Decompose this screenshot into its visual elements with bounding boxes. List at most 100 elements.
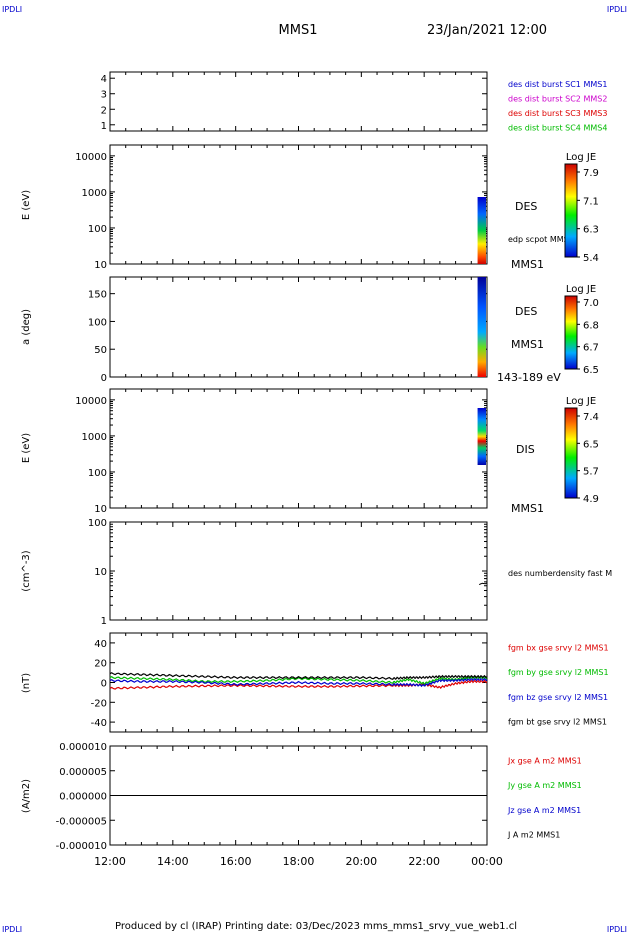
series-line: [109, 672, 488, 680]
colorbar: [564, 163, 578, 258]
y-tick-label: 50: [94, 345, 107, 356]
colorbar-tick-label: 7.1: [583, 196, 599, 207]
spacecraft-label: MMS1: [511, 502, 544, 515]
y-axis-label: a (deg): [21, 309, 32, 345]
instrument-label: DES: [515, 200, 537, 213]
legend-entry: fgm bz gse srvy l2 MMS1: [508, 693, 608, 702]
y-tick-label: 20: [94, 659, 107, 670]
y-tick-label: 0: [101, 679, 107, 690]
y-tick-label: -0.000005: [56, 816, 107, 827]
spectrogram-data: [477, 277, 486, 377]
corner-label-tr: IPDLI: [607, 5, 627, 14]
y-tick-label: 1: [101, 616, 107, 627]
series-line: [109, 675, 488, 685]
time-axis: 12:00 14:00 16:00 18:00 20:00 22:00 00:00: [94, 855, 503, 868]
spacecraft-label: MMS1: [511, 338, 544, 351]
y-tick-label: 0.000005: [59, 767, 107, 778]
colorbar-tick-label: 7.4: [583, 412, 599, 423]
series-line: [109, 679, 488, 690]
y-axis-label: E (eV): [21, 433, 32, 463]
panel-frame: [109, 276, 488, 378]
legend-entry: des dist burst SC1 MMS1: [508, 80, 607, 89]
y-tick-label: 150: [88, 290, 107, 301]
y-tick-label: 100: [88, 518, 107, 529]
y-tick-label: 1: [101, 121, 107, 132]
instrument-label: DES: [515, 305, 537, 318]
y-tick-label: 10000: [75, 396, 107, 407]
colorbar-title: Log JE: [566, 396, 596, 407]
instrument-label: DIS: [516, 443, 535, 456]
legend-entry: J A m2 MMS1: [507, 831, 560, 840]
panel-burst: 1 2 3 4 des dist burst SC1 MMS1 des dist burs…: [101, 71, 607, 133]
y-tick-label: 10: [94, 567, 107, 578]
spectrogram-data: [477, 197, 486, 264]
y-tick-label: 100: [88, 468, 107, 479]
y-axis-label: (nT): [21, 673, 32, 693]
time-tick-label: 12:00: [94, 855, 126, 868]
energy-range-label: 143-189 eV: [497, 371, 561, 384]
y-tick-label: 1000: [82, 188, 107, 199]
colorbar-tick-label: 7.9: [583, 168, 599, 179]
y-axis-label: (A/m2): [21, 779, 32, 813]
colorbar-title: Log JE: [566, 152, 596, 163]
y-tick-label: -0.000010: [56, 841, 107, 852]
panels: 1 2 3 4 des dist burst SC1 MMS1 des dist burs…: [21, 71, 612, 852]
colorbar-tick-label: 5.7: [583, 467, 599, 478]
colorbar-tick-label: 6.8: [583, 320, 599, 331]
colorbar-tick-label: 6.7: [583, 343, 599, 354]
panel-current: -0.000010 -0.000005 0.000000 0.000005 0.0000…: [21, 742, 582, 852]
panel-dis_energy: 10 100 1000 10000 E (eV) DIS MMS1 Log JE 7.4 6.5 5…: [21, 388, 599, 515]
y-tick-label: -40: [91, 718, 107, 729]
colorbar-tick-label: 7.0: [583, 298, 599, 309]
spectrogram-data: [477, 408, 486, 465]
legend-entry: Jx gse A m2 MMS1: [507, 756, 582, 765]
y-tick-label: 4: [101, 74, 107, 85]
panel-density: 1 10 100 (cm^-3) des numberdensity fast M: [21, 518, 612, 627]
y-tick-label: 100: [88, 317, 107, 328]
colorbar-tick-label: 6.5: [583, 439, 599, 450]
time-tick-label: 16:00: [220, 855, 252, 868]
time-tick-label: 00:00: [471, 855, 503, 868]
panel-des_energy: 10 100 1000 10000 E (eV) DES edp scpot MMS1 MMS…: [21, 144, 599, 271]
y-tick-label: 2: [101, 105, 107, 116]
panel-des_pitch: 0 50 100 150 a (deg) DES MMS1 143-189 eV Log JE 7…: [21, 276, 599, 384]
y-tick-label: 10: [94, 260, 107, 271]
y-tick-label: 1000: [82, 432, 107, 443]
panel-frame: [109, 521, 488, 621]
spacecraft-label: MMS1: [511, 258, 544, 271]
series-line: [109, 677, 488, 688]
legend-entry: fgm bx gse srvy l2 MMS1: [508, 643, 609, 652]
y-tick-label: 10000: [75, 152, 107, 163]
y-tick-label: 100: [88, 224, 107, 235]
overlay-label: edp scpot MMS1: [508, 235, 574, 244]
y-tick-label: 0: [101, 373, 107, 384]
colorbar-title: Log JE: [566, 284, 596, 295]
panel-frame: [109, 388, 488, 509]
y-tick-label: 0.000010: [59, 742, 107, 753]
legend-entry: Jz gse A m2 MMS1: [507, 806, 581, 815]
legend-entry: des numberdensity fast M: [508, 569, 612, 578]
time-tick-label: 22:00: [408, 855, 440, 868]
legend-entry: des dist burst SC2 MMS2: [508, 95, 607, 104]
footer-text: Produced by cl (IRAP) Printing date: 03/…: [115, 921, 517, 932]
legend-entry: fgm bt gse srvy l2 MMS1: [508, 718, 607, 727]
colorbar-tick-label: 6.5: [583, 365, 599, 376]
y-tick-label: 40: [94, 639, 107, 650]
y-axis-label: E (eV): [21, 190, 32, 220]
legend-entry: Jy gse A m2 MMS1: [507, 781, 582, 790]
legend-entry: des dist burst SC4 MMS4: [508, 124, 607, 133]
corner-label-bl: IPDLI: [2, 925, 22, 934]
corner-label-br: IPDLI: [607, 925, 627, 934]
panel-frame: [109, 144, 488, 265]
colorbar-tick-label: 4.9: [583, 494, 599, 505]
colorbar-tick-label: 6.3: [583, 225, 599, 236]
legend-entry: des dist burst SC3 MMS3: [508, 109, 607, 118]
time-tick-label: 18:00: [283, 855, 315, 868]
y-tick-label: -20: [91, 698, 107, 709]
colorbar: [564, 407, 578, 499]
y-tick-label: 10: [94, 504, 107, 515]
time-tick-label: 14:00: [157, 855, 189, 868]
panel-fgm: -40 -20 0 20 40 (nT) fgm bx gse srvy l2 MMS1 fg…: [21, 632, 609, 733]
time-tick-label: 20:00: [345, 855, 377, 868]
